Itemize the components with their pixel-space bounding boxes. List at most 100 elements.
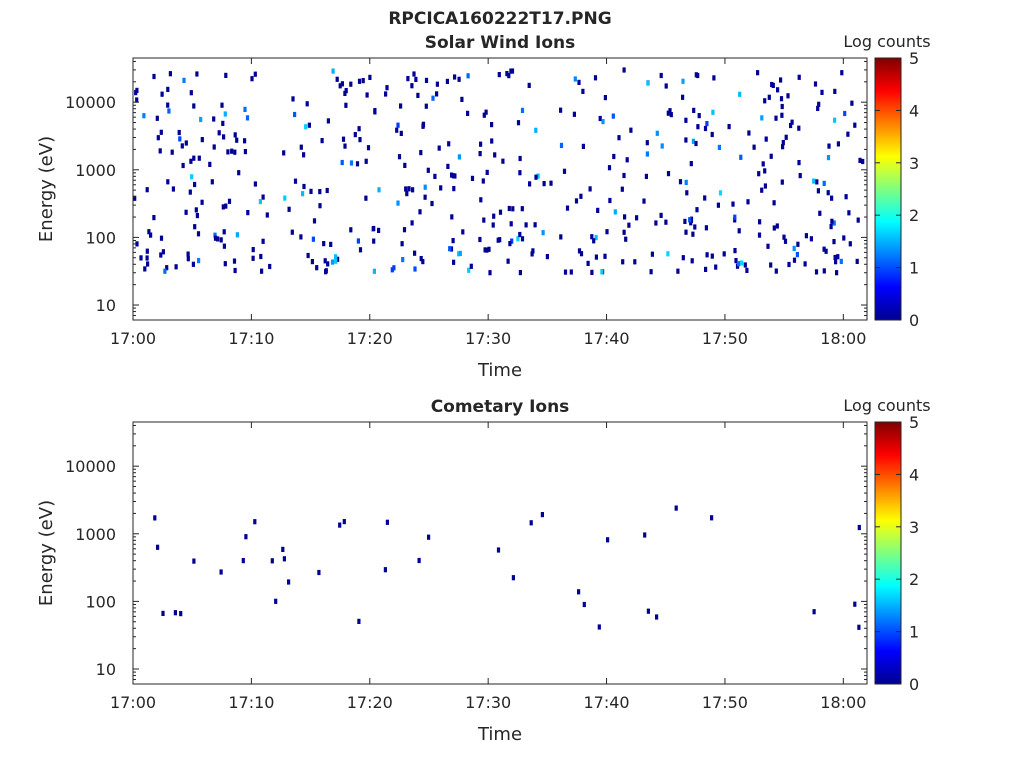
heatmap-cell [581, 88, 585, 94]
heatmap-cell [534, 174, 538, 180]
y-axis-label: Energy (eV) [36, 136, 57, 242]
x-axis: 17:00 17:10 17:20 17:30 17:40 17:50 18:00 [110, 422, 866, 712]
heatmap-cell [446, 163, 450, 169]
heatmap-cell [399, 130, 403, 136]
heatmap-cell [812, 178, 816, 184]
heatmap-cell [527, 82, 531, 88]
heatmap-cell [737, 261, 741, 267]
heatmap-cell [145, 187, 149, 193]
heatmap-cell [689, 161, 693, 167]
heatmap-cell [710, 515, 714, 521]
heatmap-cell [233, 149, 237, 155]
heatmap-cell [776, 87, 780, 93]
heatmap-cell [413, 250, 417, 256]
y-tick-label: 10 [96, 296, 116, 315]
heatmap-cell [611, 113, 615, 119]
heatmap-cell [237, 170, 241, 176]
heatmap-cell [235, 232, 239, 238]
heatmap-cell [412, 71, 416, 77]
heatmap-cell [659, 212, 663, 218]
heatmap-cell [856, 217, 860, 223]
heatmap-cell [703, 125, 708, 132]
x-tick-label: 17:00 [110, 693, 156, 712]
heatmap-cell [258, 199, 262, 205]
y-axis-label: Energy (eV) [36, 500, 57, 606]
heatmap-cell [767, 94, 771, 100]
heatmap-cell [452, 259, 456, 265]
heatmap-cell [221, 204, 225, 210]
heatmap-cell [171, 186, 175, 192]
heatmap-cell [291, 96, 295, 102]
heatmap-cell [659, 72, 663, 79]
heatmap-cell [344, 88, 348, 94]
heatmap-cell [574, 198, 579, 204]
heatmap-cell [437, 145, 441, 151]
heatmap-cell [197, 155, 201, 161]
heatmap-cell [490, 138, 494, 144]
heatmap-cell [309, 188, 313, 194]
heatmap-cell [423, 184, 427, 190]
heatmap-cell [421, 259, 425, 265]
heatmap-cell [710, 131, 714, 138]
heatmap-cell [782, 234, 786, 240]
heatmap-cell [716, 202, 720, 208]
x-tick-label: 17:40 [583, 693, 629, 712]
heatmap-cell [501, 158, 505, 164]
heatmap-cell [431, 95, 435, 101]
heatmap-cell [518, 155, 522, 162]
heatmap-cell [227, 198, 232, 204]
heatmap-cell [261, 238, 265, 244]
heatmap-cell [809, 236, 813, 242]
heatmap-cell [460, 96, 464, 102]
heatmap-cell [349, 81, 353, 87]
colorbar-tick-label: 3 [909, 154, 919, 173]
heatmap-cell [192, 155, 196, 161]
heatmap-cell [253, 181, 257, 187]
heatmap-cell [761, 161, 765, 167]
heatmap-cell [622, 172, 626, 179]
heatmap-cell [433, 173, 437, 179]
heatmap-cell [524, 222, 528, 228]
heatmap-cell [407, 186, 411, 192]
heatmap-cell [357, 78, 362, 84]
x-tick-label: 18:00 [820, 693, 866, 712]
x-tick-label: 17:50 [702, 693, 748, 712]
heatmap-cell [745, 267, 749, 273]
heatmap-cell [194, 207, 198, 213]
x-tick: 17:50 [702, 58, 748, 348]
heatmap-cell [261, 194, 265, 200]
heatmap-cell [676, 268, 680, 274]
heatmap-cell [414, 76, 418, 82]
heatmap-cell [216, 236, 220, 242]
heatmap-cell [299, 144, 303, 150]
heatmap-cell [770, 81, 774, 88]
x-tick: 17:10 [228, 422, 274, 712]
heatmap-cell [323, 258, 327, 264]
heatmap-cell [562, 168, 567, 174]
y-axis: 10 100 1000 10000 [65, 60, 867, 321]
heatmap-cell [152, 215, 156, 221]
heatmap-cell [620, 186, 624, 192]
heatmap-cell [410, 83, 414, 89]
heatmap-cell [338, 522, 342, 528]
heatmap-cell [417, 557, 421, 564]
heatmap-cell [739, 154, 743, 160]
heatmap-cell [336, 256, 340, 262]
heatmap-cell [760, 187, 764, 193]
heatmap-cell [516, 236, 520, 242]
heatmap-cell [760, 115, 764, 121]
heatmap-cell [816, 105, 820, 111]
heatmap-cell [590, 269, 594, 275]
heatmap-cell [783, 238, 788, 244]
heatmap-cell [219, 237, 223, 243]
heatmap-cell [180, 143, 184, 149]
heatmap-cell [353, 132, 357, 138]
heatmap-cell [165, 265, 169, 271]
heatmap-cell [506, 258, 510, 264]
x-tick: 17:20 [347, 422, 393, 712]
heatmap-cell [268, 263, 272, 270]
heatmap-cell [734, 258, 738, 264]
heatmap-cell [189, 158, 193, 164]
x-tick: 17:30 [465, 58, 511, 348]
heatmap-cells [133, 67, 865, 276]
